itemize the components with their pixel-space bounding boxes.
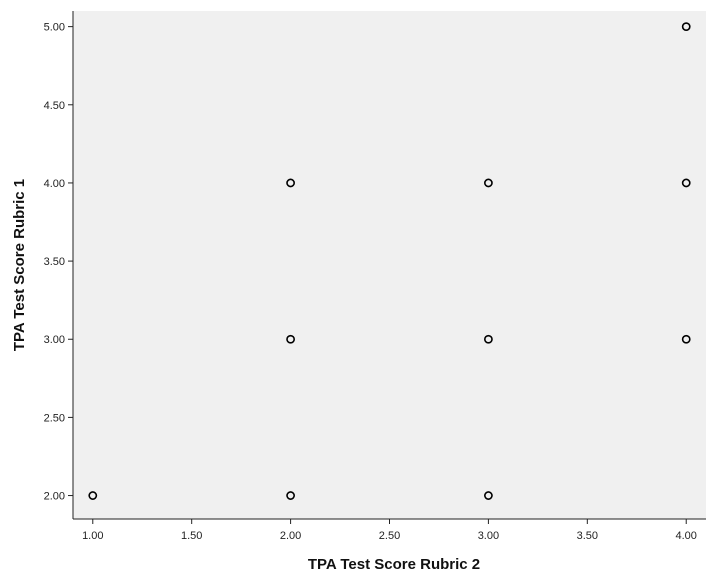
data-point bbox=[286, 178, 295, 188]
plot-area bbox=[73, 11, 706, 519]
y-axis-ticks: 2.00 2.50 3.00 3.50 4.00 4.50 5.00 bbox=[44, 22, 73, 503]
data-point bbox=[484, 178, 493, 188]
x-axis-ticks: 1.00 1.50 2.00 2.50 3.00 3.50 4.00 bbox=[82, 519, 697, 542]
x-tick-label: 1.50 bbox=[181, 530, 202, 542]
y-tick-label: 4.50 bbox=[44, 100, 65, 112]
data-point bbox=[681, 178, 691, 188]
data-points bbox=[88, 22, 691, 500]
y-tick-label: 3.50 bbox=[44, 256, 65, 268]
data-point bbox=[484, 334, 493, 344]
data-point bbox=[484, 491, 493, 500]
x-tick-label: 4.00 bbox=[676, 530, 697, 542]
x-tick-label: 2.50 bbox=[379, 530, 400, 542]
y-tick-label: 3.00 bbox=[44, 334, 65, 346]
data-point bbox=[681, 334, 691, 344]
x-tick-label: 3.50 bbox=[577, 530, 598, 542]
x-tick-label: 3.00 bbox=[478, 530, 499, 542]
data-point bbox=[286, 334, 295, 344]
x-axis-title: TPA Test Score Rubric 2 bbox=[308, 556, 480, 573]
y-tick-label: 4.00 bbox=[44, 178, 65, 190]
y-tick-label: 2.50 bbox=[44, 412, 65, 424]
data-point bbox=[88, 491, 98, 500]
data-point bbox=[681, 22, 691, 32]
y-tick-label: 2.00 bbox=[44, 491, 65, 503]
x-tick-label: 1.00 bbox=[82, 530, 103, 542]
data-point bbox=[286, 491, 295, 500]
y-axis-title: TPA Test Score Rubric 1 bbox=[11, 179, 28, 351]
y-tick-label: 5.00 bbox=[44, 22, 65, 34]
x-tick-label: 2.00 bbox=[280, 530, 301, 542]
